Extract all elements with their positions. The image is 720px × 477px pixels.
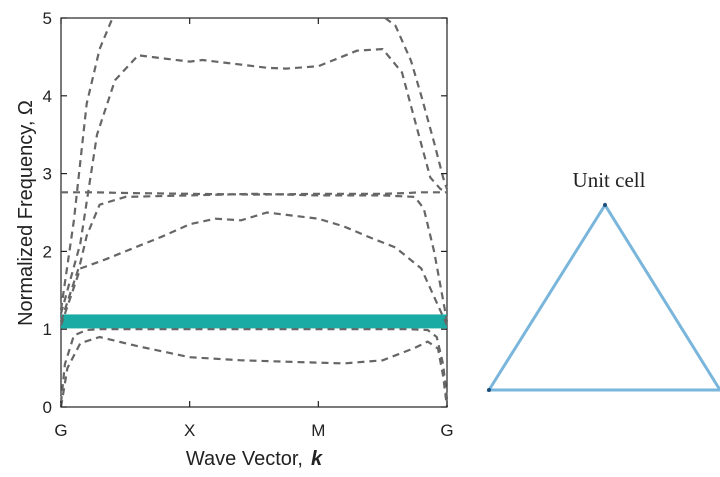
y-tick-label: 5 [43,9,52,28]
plot-area-border [60,17,448,408]
x-axis-title: Wave Vector, k [186,448,323,470]
dispersion-curve [59,211,449,326]
y-tick-label: 4 [43,87,52,106]
x-axis-title-symbol: k [311,448,323,470]
x-tick-label: X [184,421,195,440]
dispersion-curve [59,192,449,322]
dispersion-curves [59,17,449,408]
dispersion-curve [59,17,114,310]
dispersion-curve [59,335,449,408]
y-tick-label: 1 [43,320,52,339]
unit-cell-triangle [486,202,720,392]
dispersion-curve [59,328,449,404]
unit-cell-vertex [603,203,607,207]
unit-cell-label: Unit cell [573,168,646,192]
frequency-band-layer [61,314,447,329]
y-tick-label: 2 [43,242,52,261]
x-tick-label: G [54,421,67,440]
x-tick-label: M [311,421,325,440]
x-tick-label: G [440,421,453,440]
y-tick-labels: 0 1 2 3 4 5 [43,9,52,417]
unit-cell-vertex [487,388,491,392]
frequency-band [61,314,447,329]
dispersion-curve [61,191,447,196]
dispersion-curve [384,17,449,190]
x-axis-title-text: Wave Vector, [186,448,303,470]
axis-ticks [60,17,448,408]
dispersion-curve [59,48,448,314]
y-tick-label: 0 [43,398,52,417]
y-tick-label: 3 [43,165,52,184]
y-axis-title: Normalized Frequency, Ω [15,100,37,326]
